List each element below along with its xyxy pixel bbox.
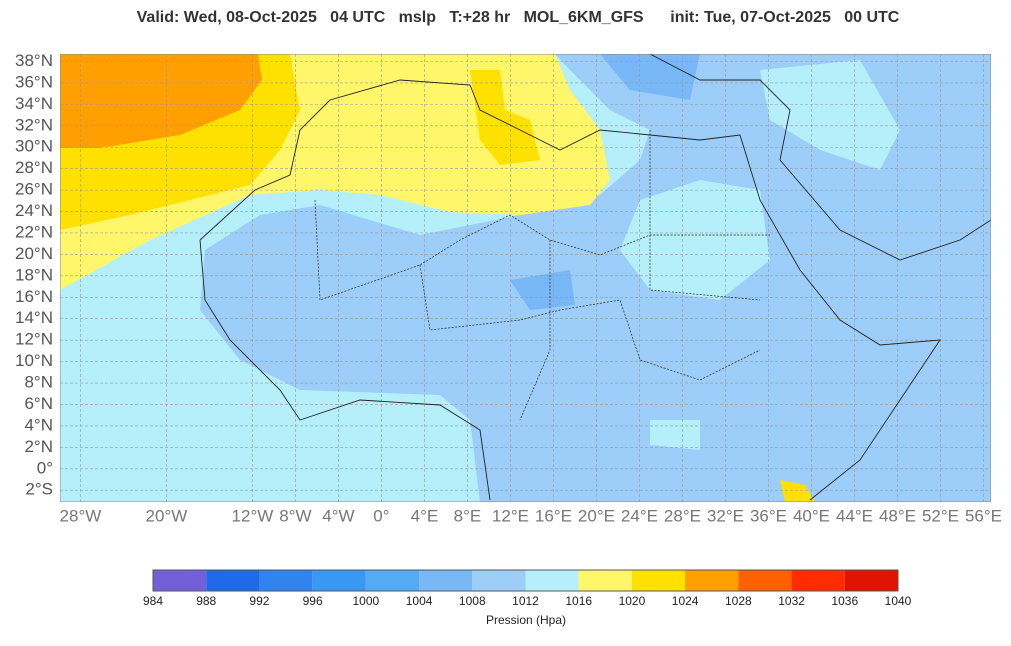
lat-tick-label: 26°N <box>15 180 53 199</box>
lon-tick-label: 36°E <box>750 506 787 525</box>
lon-tick-label: 20°W <box>146 506 188 525</box>
colorbar-segment <box>685 570 739 591</box>
lat-tick-label: 22°N <box>15 222 53 241</box>
colorbar-segment <box>206 570 260 591</box>
colorbar-segment <box>525 570 579 591</box>
colorbar-segment <box>738 570 792 591</box>
colorbar-segment <box>472 570 526 591</box>
colorbar-label: Pression (Hpa) <box>486 613 566 627</box>
lat-tick-label: 34°N <box>15 94 53 113</box>
lat-tick-label: 14°N <box>15 308 53 327</box>
colorbar-segment <box>259 570 313 591</box>
lon-tick-label: 32°E <box>707 506 744 525</box>
coastlines <box>60 54 991 502</box>
lon-tick-label: 16°E <box>535 506 572 525</box>
lon-tick-label: 12°W <box>232 506 274 525</box>
colorbar-tick-label: 1000 <box>353 594 380 608</box>
lon-tick-label: 8°W <box>279 506 311 525</box>
colorbar-tick-label: 1012 <box>512 594 539 608</box>
grid <box>60 54 991 502</box>
colorbar-tick-label: 1004 <box>406 594 433 608</box>
colorbar-segment <box>153 570 207 591</box>
colorbar-segment <box>419 570 473 591</box>
lat-tick-label: 16°N <box>15 287 53 306</box>
lon-tick-label: 48°E <box>879 506 916 525</box>
lat-tick-label: 20°N <box>15 244 53 263</box>
lat-tick-label: 2°S <box>25 480 53 499</box>
lat-tick-label: 24°N <box>15 201 53 220</box>
lat-tick-label: 36°N <box>15 72 53 91</box>
colorbar-segment <box>312 570 366 591</box>
lat-tick-label: 38°N <box>15 51 53 70</box>
lon-tick-label: 52°E <box>922 506 959 525</box>
colorbar-segment <box>365 570 420 591</box>
lon-tick-label: 4°E <box>411 506 439 525</box>
colorbar-tick-label: 992 <box>249 594 269 608</box>
colorbar-tick-label: 1016 <box>565 594 592 608</box>
colorbar: 984 988 992 996 1000 1004 1008 1012 1016 1020 1024… <box>143 569 912 608</box>
lat-tick-label: 30°N <box>15 137 53 156</box>
lat-tick-label: 2°N <box>24 437 53 456</box>
colorbar-segment <box>631 570 686 591</box>
colorbar-segment <box>844 570 898 591</box>
lat-tick-label: 10°N <box>15 351 53 370</box>
colorbar-tick-label: 1008 <box>459 594 486 608</box>
colorbar-tick-label: 988 <box>196 594 216 608</box>
title: Valid: Wed, 08-Oct-2025 04 UTC mslp T:+2… <box>137 9 900 26</box>
lat-tick-label: 32°N <box>15 115 53 134</box>
lon-tick-label: 28°W <box>60 506 102 525</box>
lat-tick-label: 6°N <box>24 394 53 413</box>
colorbar-tick-label: 984 <box>143 594 163 608</box>
colorbar-tick-label: 1024 <box>672 594 699 608</box>
map-fill <box>60 54 991 502</box>
lon-tick-label: 40°E <box>793 506 830 525</box>
lon-tick-label: 0° <box>373 506 389 525</box>
lat-tick-label: 8°N <box>24 373 53 392</box>
lon-tick-label: 12°E <box>492 506 529 525</box>
colorbar-tick-label: 1032 <box>778 594 805 608</box>
lon-tick-label: 24°E <box>621 506 658 525</box>
lon-tick-label: 20°E <box>578 506 615 525</box>
lat-tick-label: 28°N <box>15 158 53 177</box>
colorbar-tick-label: 1028 <box>725 594 752 608</box>
colorbar-frame <box>152 569 899 592</box>
colorbar-tick-label: 1040 <box>885 594 912 608</box>
lon-tick-label: 44°E <box>836 506 873 525</box>
lon-tick-label: 56°E <box>965 506 1002 525</box>
colorbar-segment <box>791 570 845 591</box>
colorbar-tick-label: 1036 <box>831 594 858 608</box>
lon-tick-label: 8°E <box>454 506 482 525</box>
lon-tick-label: 4°W <box>322 506 354 525</box>
lat-tick-label: 18°N <box>15 265 53 284</box>
lat-tick-label: 12°N <box>15 330 53 349</box>
colorbar-tick-label: 1020 <box>619 594 646 608</box>
colorbar-segment <box>578 570 632 591</box>
colorbar-tick-label: 996 <box>303 594 323 608</box>
lat-tick-label: 0° <box>37 458 53 477</box>
lat-tick-label: 4°N <box>24 415 53 434</box>
lon-tick-label: 28°E <box>664 506 701 525</box>
